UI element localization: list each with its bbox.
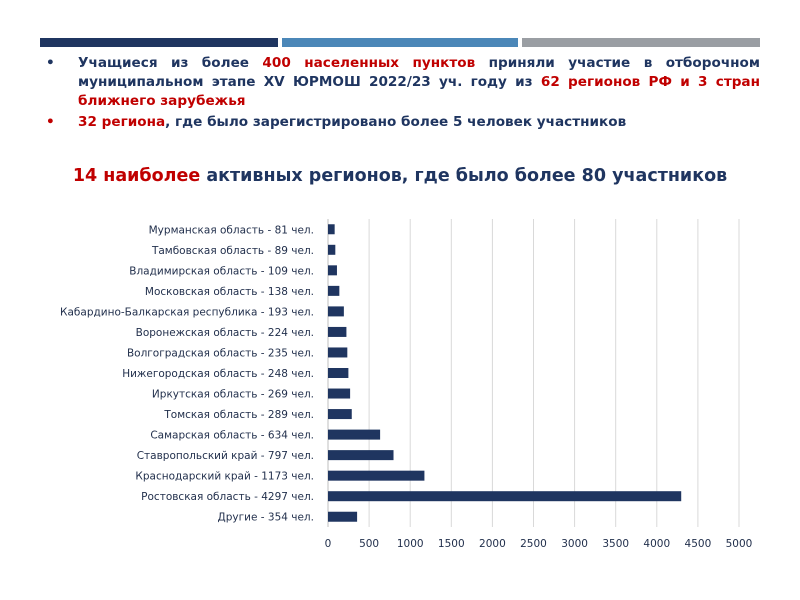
- x-tick-label: 2500: [520, 538, 547, 550]
- x-tick-label: 2000: [479, 538, 506, 550]
- category-label: Томская область - 289 чел.: [163, 409, 314, 421]
- bullet-marker: •: [46, 114, 55, 130]
- x-tick-label: 3500: [602, 538, 629, 550]
- category-label: Ставропольский край - 797 чел.: [137, 450, 314, 462]
- category-label: Волгоградская область - 235 чел.: [127, 347, 314, 359]
- bullet-list: • Учащиеся из более 400 населенных пункт…: [46, 54, 760, 132]
- x-tick-label: 1500: [438, 538, 465, 550]
- bullet-item: • Учащиеся из более 400 населенных пункт…: [46, 54, 760, 111]
- bullet-text: Учащиеся из более: [78, 55, 263, 71]
- bar: [328, 368, 349, 378]
- x-tick-label: 4500: [685, 538, 712, 550]
- bar: [328, 470, 425, 481]
- chart-title: 14 наиболее активных регионов, где было …: [0, 166, 800, 186]
- bullet-highlight: 32 региона: [78, 114, 166, 130]
- bullet-highlight: 62 регионов РФ и 3 стран ближнего зарубе…: [78, 74, 760, 109]
- x-tick-label: 1000: [397, 538, 424, 550]
- bar: [328, 326, 347, 337]
- category-label: Кабардино-Балкарская республика - 193 че…: [60, 306, 314, 318]
- bar: [328, 347, 348, 358]
- chart-title-text: активных регионов, где было более 80 уча…: [200, 166, 728, 186]
- category-label: Иркутская область - 269 чел.: [152, 389, 314, 401]
- category-label: Нижегородская область - 248 чел.: [122, 368, 314, 380]
- header-bar-grey: [522, 38, 760, 47]
- bullet-highlight: 400 населенных пунктов: [262, 55, 476, 71]
- bullet-text: , где было зарегистрировано более 5 чело…: [165, 114, 627, 130]
- bar: [328, 429, 381, 440]
- bar: [328, 450, 394, 461]
- bar: [328, 409, 352, 420]
- category-label: Московская область - 138 чел.: [145, 286, 314, 298]
- bullet-item: • 32 региона, где было зарегистрировано …: [46, 113, 760, 132]
- x-tick-label: 5000: [726, 538, 753, 550]
- bar: [328, 224, 335, 235]
- x-tick-label: 500: [359, 538, 379, 550]
- bullet-text: приняли участие в отборочном муниципальн…: [78, 55, 760, 90]
- x-tick-label: 4000: [643, 538, 670, 550]
- bar: [328, 306, 344, 317]
- category-label: Ростовская область - 4297 чел.: [141, 491, 314, 503]
- category-label: Самарская область - 634 чел.: [150, 430, 314, 442]
- x-tick-label: 3000: [561, 538, 588, 550]
- bar: [328, 511, 358, 522]
- category-label: Владимирская область - 109 чел.: [129, 265, 314, 277]
- header-bar-dark: [40, 38, 278, 47]
- bullet-marker: •: [46, 55, 55, 71]
- category-label: Другие - 354 чел.: [218, 512, 314, 524]
- bar: [328, 388, 351, 399]
- bar: [328, 244, 336, 255]
- bar: [328, 265, 337, 276]
- category-label: Воронежская область - 224 чел.: [136, 327, 314, 339]
- chart-title-highlight: 14 наиболее: [72, 166, 201, 186]
- category-label: Мурманская область - 81 чел.: [149, 224, 314, 236]
- category-label: Краснодарский край - 1173 чел.: [135, 471, 314, 483]
- x-tick-label: 0: [325, 538, 332, 550]
- category-label: Тамбовская область - 89 чел.: [151, 245, 314, 257]
- header-bar-mid: [282, 38, 518, 47]
- bar: [328, 491, 682, 502]
- bar: [328, 285, 340, 296]
